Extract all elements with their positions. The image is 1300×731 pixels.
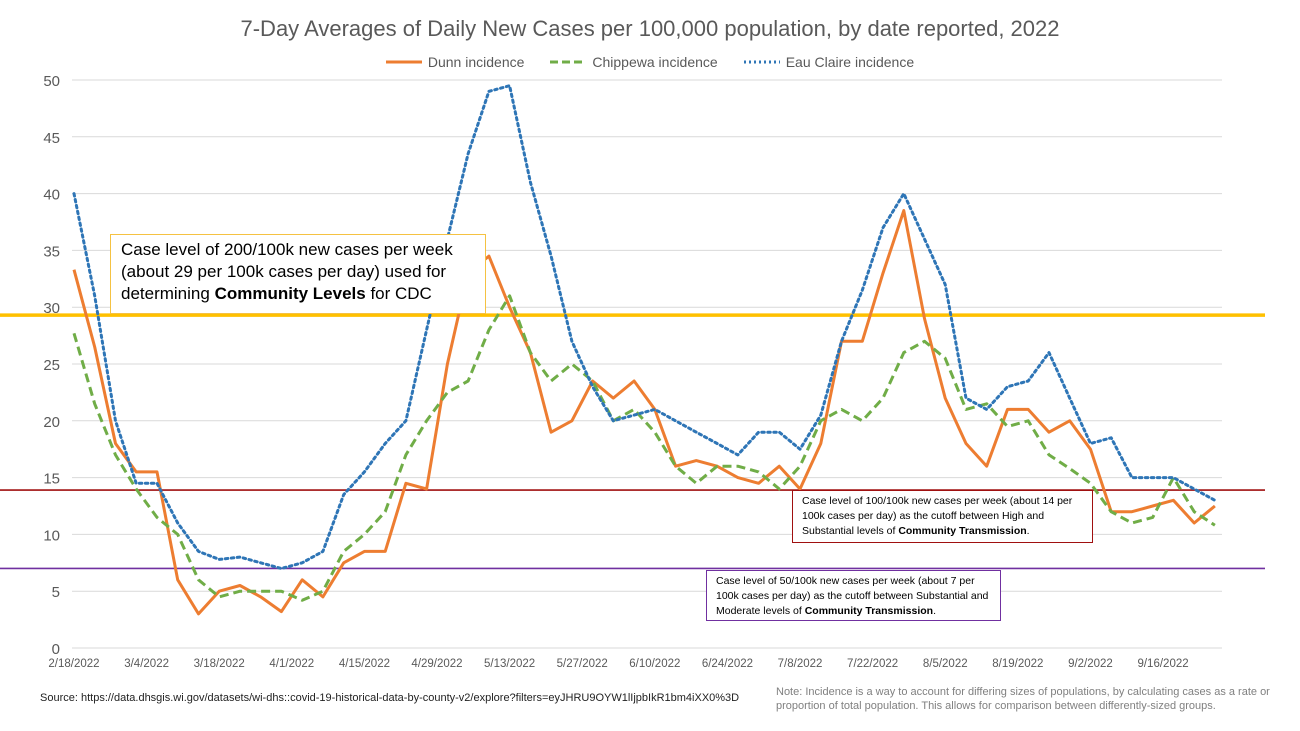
annotation-text: .	[1026, 525, 1030, 537]
source-text: Source: https://data.dhsgis.wi.gov/datas…	[40, 692, 740, 704]
legend-label: Dunn incidence	[427, 54, 525, 70]
y-tick-label: 5	[52, 584, 60, 601]
y-tick-label: 25	[43, 357, 60, 374]
x-tick-label: 2/18/2022	[48, 658, 99, 670]
x-tick-label: 7/22/2022	[847, 658, 898, 670]
legend-label: Chippewa incidence	[592, 54, 718, 70]
y-tick-label: 0	[52, 641, 60, 658]
x-tick-label: 4/29/2022	[411, 658, 462, 670]
series-line-chippewa-incidence	[72, 294, 1216, 602]
legend-swatch-solid	[385, 60, 422, 64]
note-text: Note: Incidence is a way to account for …	[776, 686, 1270, 712]
legend-item-eau-claire: Eau Claire incidence	[743, 54, 915, 70]
y-tick-label: 35	[43, 243, 60, 260]
annotation-text: .	[933, 605, 936, 617]
x-tick-label: 7/8/2022	[778, 658, 823, 670]
y-tick-label: 20	[43, 414, 60, 431]
annotation-bold: Community Transmission	[898, 525, 1027, 537]
legend-item-dunn: Dunn incidence	[385, 54, 525, 70]
x-tick-label: 8/5/2022	[923, 658, 968, 670]
legend-swatch-dotted	[743, 60, 780, 64]
annotation-high-substantial: Case level of 100/100k new cases per wee…	[792, 490, 1093, 543]
chart-title: 7-Day Averages of Daily New Cases per 10…	[240, 16, 1060, 41]
x-tick-label: 6/10/2022	[629, 658, 680, 670]
y-tick-label: 50	[43, 73, 60, 90]
legend: Dunn incidence Chippewa incidence Eau Cl…	[0, 54, 1300, 70]
annotation-substantial-moderate: Case level of 50/100k new cases per week…	[706, 570, 1001, 621]
x-tick-label: 9/16/2022	[1137, 658, 1188, 670]
y-tick-label: 30	[43, 300, 60, 317]
x-tick-label: 3/18/2022	[194, 658, 245, 670]
x-tick-label: 8/19/2022	[992, 658, 1043, 670]
x-tick-label: 4/1/2022	[269, 658, 314, 670]
annotation-text: Case level of 200/100k new cases per wee…	[121, 240, 453, 303]
x-tick-label: 4/15/2022	[339, 658, 390, 670]
annotation-text: for CDC	[365, 284, 432, 303]
x-tick-label: 9/2/2022	[1068, 658, 1113, 670]
annotation-community-levels: Case level of 200/100k new cases per wee…	[110, 234, 486, 314]
x-tick-label: 6/24/2022	[702, 658, 753, 670]
legend-label: Eau Claire incidence	[785, 54, 915, 70]
annotation-bold: Community Levels	[214, 284, 366, 303]
legend-swatch-dashed	[550, 60, 587, 64]
annotation-bold: Community Transmission	[804, 605, 934, 617]
y-tick-label: 45	[43, 130, 60, 147]
series-line-eau-claire-incidence	[72, 84, 1217, 570]
x-tick-label: 5/27/2022	[557, 658, 608, 670]
x-tick-label: 3/4/2022	[124, 658, 169, 670]
y-tick-label: 10	[43, 527, 60, 544]
annotation-text: Case level of 100/100k new cases per wee…	[802, 495, 1073, 537]
y-tick-label: 15	[43, 471, 60, 488]
series-line-dunn-incidence	[72, 209, 1216, 616]
x-tick-label: 5/13/2022	[484, 658, 535, 670]
annotation-text: Case level of 50/100k new cases per week…	[716, 575, 989, 617]
legend-item-chippewa: Chippewa incidence	[550, 54, 718, 70]
y-tick-label: 40	[43, 187, 60, 204]
